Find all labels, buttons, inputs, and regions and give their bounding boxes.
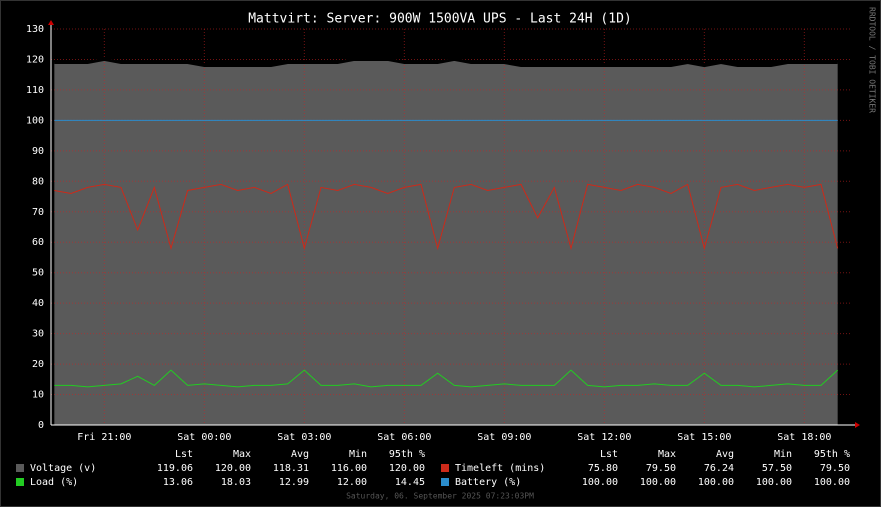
legend-stat: 120.00 — [215, 463, 251, 474]
legend-stat: 79.50 — [646, 463, 676, 474]
y-tick-label: 100 — [26, 115, 44, 126]
legend-stat: 119.06 — [157, 463, 193, 474]
x-tick-label: Sat 06:00 — [377, 432, 431, 443]
legend-header: Avg — [291, 449, 309, 460]
legend-header: 95th % — [389, 449, 425, 460]
timestamp: Saturday, 06. September 2025 07:23:03PM — [346, 492, 534, 501]
legend-header: Lst — [175, 449, 193, 460]
x-tick-label: Fri 21:00 — [77, 432, 131, 443]
x-tick-label: Sat 12:00 — [577, 432, 631, 443]
legend-stat: 79.50 — [820, 463, 850, 474]
legend-label: Timeleft (mins) — [455, 463, 545, 474]
y-tick-label: 80 — [32, 176, 44, 187]
legend-label: Voltage (v) — [30, 463, 96, 474]
legend-stat: 57.50 — [762, 463, 792, 474]
y-tick-label: 90 — [32, 146, 44, 157]
series-line — [54, 183, 839, 251]
legend-label: Load (%) — [30, 477, 78, 488]
y-tick-label: 30 — [32, 329, 44, 340]
legend-header: Max — [233, 449, 251, 460]
y-tick-label: 70 — [32, 207, 44, 218]
legend-swatch — [16, 478, 24, 486]
x-tick-label: Sat 18:00 — [777, 432, 831, 443]
legend-swatch — [16, 464, 24, 472]
legend-stat: 14.45 — [395, 477, 425, 488]
legend-stat: 100.00 — [582, 477, 618, 488]
series-area — [54, 59, 838, 425]
y-tick-label: 130 — [26, 24, 44, 35]
legend-label: Battery (%) — [455, 477, 521, 488]
legend-stat: 100.00 — [756, 477, 792, 488]
y-tick-label: 10 — [32, 390, 44, 401]
legend-stat: 13.06 — [163, 477, 193, 488]
side-label: RRDTOOL / TOBI OETIKER — [868, 7, 877, 113]
legend-header: Min — [349, 449, 367, 460]
series-line — [54, 369, 839, 388]
y-tick-label: 20 — [32, 359, 44, 370]
x-tick-label: Sat 03:00 — [277, 432, 331, 443]
legend-stat: 100.00 — [640, 477, 676, 488]
legend-stat: 118.31 — [273, 463, 309, 474]
legend-stat: 120.00 — [389, 463, 425, 474]
y-tick-label: 40 — [32, 298, 44, 309]
legend-swatch — [441, 464, 449, 472]
legend-stat: 75.80 — [588, 463, 618, 474]
legend-stat: 116.00 — [331, 463, 367, 474]
y-tick-label: 50 — [32, 268, 44, 279]
legend-stat: 100.00 — [698, 477, 734, 488]
legend-stat: 18.03 — [221, 477, 251, 488]
series-line — [54, 57, 838, 68]
legend-swatch — [441, 478, 449, 486]
y-tick-label: 110 — [26, 85, 44, 96]
y-tick-label: 120 — [26, 54, 44, 65]
legend-stat: 100.00 — [814, 477, 850, 488]
legend-header: Avg — [716, 449, 734, 460]
x-tick-label: Sat 15:00 — [677, 432, 731, 443]
legend-stat: 76.24 — [704, 463, 734, 474]
plot-area — [54, 59, 838, 425]
legend-header: 95th % — [814, 449, 850, 460]
legend-stat: 12.00 — [337, 477, 367, 488]
y-tick-label: 60 — [32, 237, 44, 248]
axis-arrow — [48, 20, 54, 25]
legend-stat: 12.99 — [279, 477, 309, 488]
chart-title: Mattvirt: Server: 900W 1500VA UPS - Last… — [248, 12, 632, 27]
x-tick-label: Sat 00:00 — [177, 432, 231, 443]
axis-arrow — [855, 422, 860, 428]
x-tick-label: Sat 09:00 — [477, 432, 531, 443]
legend-header: Min — [774, 449, 792, 460]
legend-header: Lst — [600, 449, 618, 460]
y-tick-label: 0 — [38, 420, 44, 431]
legend-header: Max — [658, 449, 676, 460]
